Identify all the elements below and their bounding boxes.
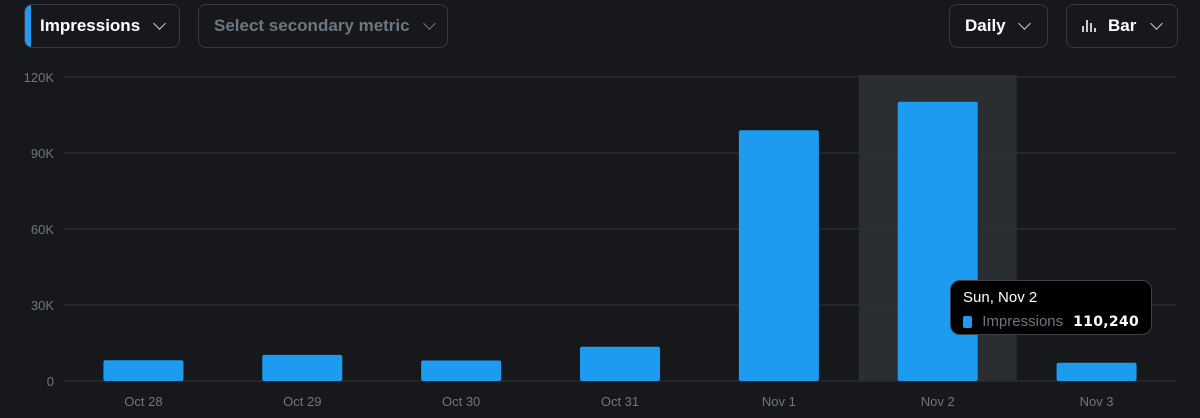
tooltip-date: Sun, Nov 2	[963, 289, 1038, 306]
tooltip-series-swatch	[963, 316, 973, 328]
bar-chart-icon	[1082, 20, 1096, 32]
chart-toolbar: Impressions Select secondary metric Dail…	[0, 0, 1200, 56]
bar	[738, 130, 819, 381]
tooltip-value: 110,240	[1073, 314, 1139, 330]
primary-metric-dropdown[interactable]: Impressions	[24, 4, 180, 48]
chevron-down-icon	[1017, 17, 1031, 30]
bar	[897, 101, 978, 381]
chart-type-label: Bar	[1108, 16, 1137, 35]
interval-label: Daily	[965, 16, 1006, 35]
chevron-down-icon	[153, 17, 167, 30]
secondary-metric-placeholder: Select secondary metric	[214, 16, 410, 35]
impressions-bar-chart: 0 30K 60K 90K 120K Oct 28 Oct 29 Oct 30 Oct 31 No…	[24, 70, 1176, 409]
bar	[421, 360, 502, 381]
bar	[262, 354, 343, 381]
bar	[580, 346, 660, 381]
x-tick-label: Oct 29	[283, 394, 321, 409]
y-tick-label: 120K	[24, 70, 55, 85]
x-tick-label: Nov 1	[762, 394, 796, 409]
interval-dropdown[interactable]: Daily	[949, 4, 1048, 48]
tooltip-row: Impressions 110,240	[963, 313, 1139, 331]
chevron-down-icon	[422, 17, 436, 30]
x-tick-label: Nov 3	[1080, 394, 1114, 409]
x-tick-label: Oct 31	[601, 394, 639, 409]
y-tick-label: 30K	[31, 298, 54, 313]
x-tick-label: Nov 2	[921, 394, 955, 409]
tooltip-series-name: Impressions	[982, 313, 1064, 330]
bar	[1056, 362, 1137, 381]
primary-metric-label: Impressions	[40, 16, 141, 35]
metric-accent-bar	[25, 5, 31, 47]
secondary-metric-dropdown[interactable]: Select secondary metric	[198, 4, 448, 48]
y-tick-label: 0	[47, 374, 54, 389]
chart-tooltip: Sun, Nov 2 Impressions 110,240	[950, 280, 1152, 335]
x-tick-label: Oct 28	[124, 394, 162, 409]
bar	[103, 360, 184, 381]
chart-type-dropdown[interactable]: Bar	[1066, 4, 1178, 48]
y-tick-label: 60K	[31, 222, 54, 237]
y-tick-label: 90K	[31, 146, 54, 161]
x-tick-label: Oct 30	[442, 394, 480, 409]
chevron-down-icon	[1150, 17, 1164, 30]
